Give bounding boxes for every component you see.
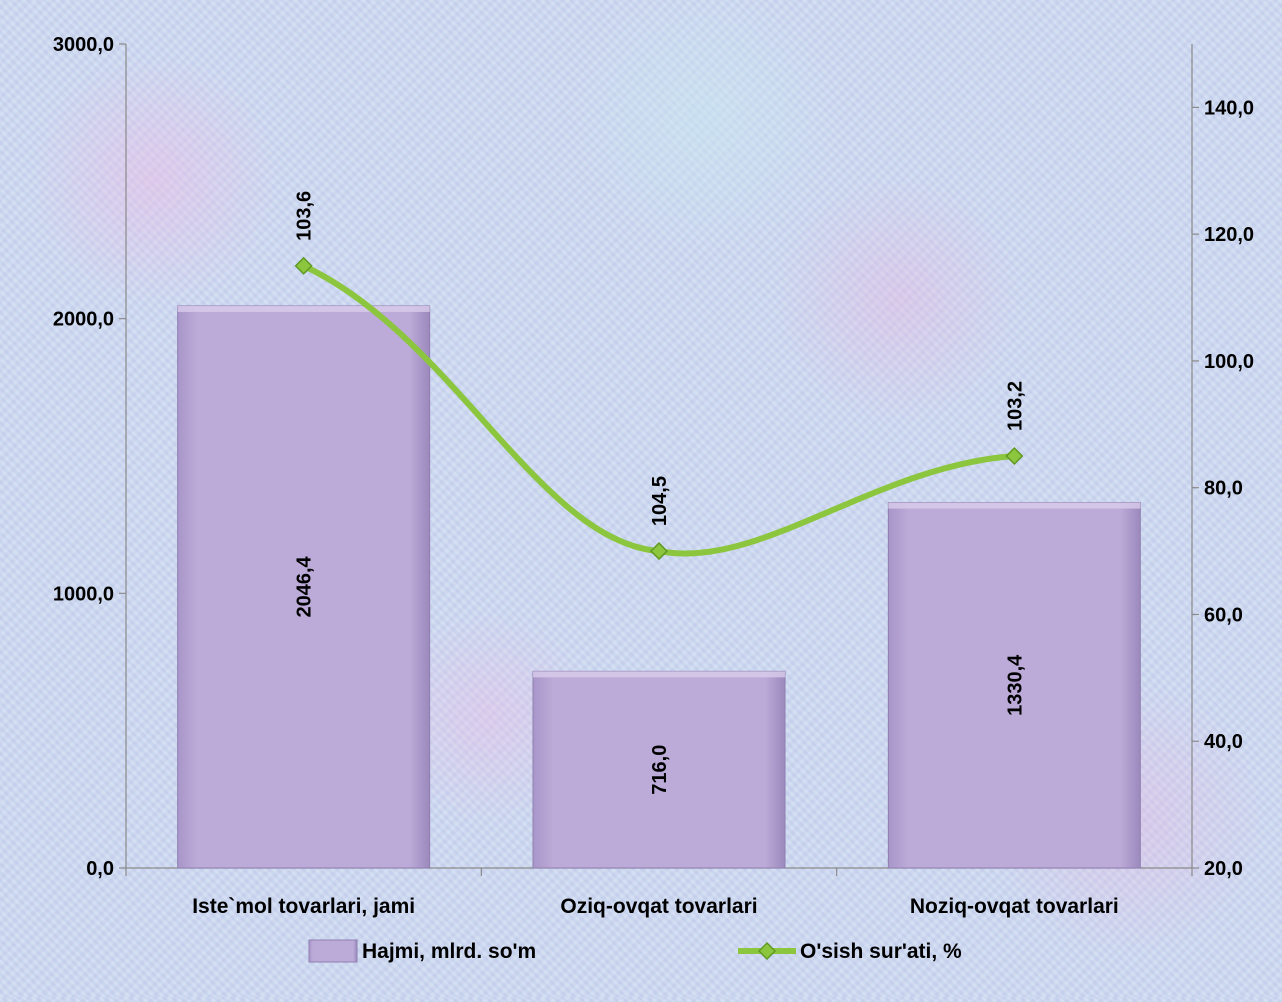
y-right-tick-label: 60,0 [1204,604,1243,626]
line-data-label: 104,5 [649,476,671,526]
legend-bar-label: Hajmi, mlrd. so'm [362,940,536,963]
y-right-tick-label: 140,0 [1204,97,1254,119]
y-right-tick-label: 100,0 [1204,351,1254,373]
line-data-label: 103,2 [1004,381,1026,431]
y-left-tick-label: 0,0 [86,858,114,880]
bar [532,670,786,869]
line-data-label: 103,6 [294,191,316,241]
legend-bar-swatch [308,939,358,963]
bar-bevel [177,305,430,312]
y-right-tick-label: 80,0 [1204,478,1243,500]
x-category-label: Oziq-ovqat tovarlari [560,895,757,918]
bar-data-label: 1330,4 [1004,654,1026,716]
bar [887,502,1141,869]
y-left-tick-label: 2000,0 [53,309,114,331]
y-left-tick-label: 1000,0 [53,583,114,605]
legend-line-marker [757,941,777,961]
bar-bevel [533,671,785,678]
bar-data-label: 716,0 [649,745,671,795]
line-marker [649,542,669,561]
legend-line-label: O'sish sur'ati, % [800,940,962,963]
y-right-tick-label: 20,0 [1204,858,1243,880]
y-left-tick-label: 3000,0 [53,34,114,56]
bar-bevel [888,502,1141,509]
x-category-label: Noziq-ovqat tovarlari [910,895,1119,918]
line-marker [1005,446,1024,466]
bar [177,305,431,869]
y-right-tick-label: 40,0 [1204,731,1243,753]
growth-line [300,262,1018,557]
y-right-tick-label: 120,0 [1204,224,1254,246]
bar-data-label: 2046,4 [294,555,316,617]
x-category-label: Iste`mol tovarlari, jami [192,895,415,918]
line-marker [294,256,313,275]
